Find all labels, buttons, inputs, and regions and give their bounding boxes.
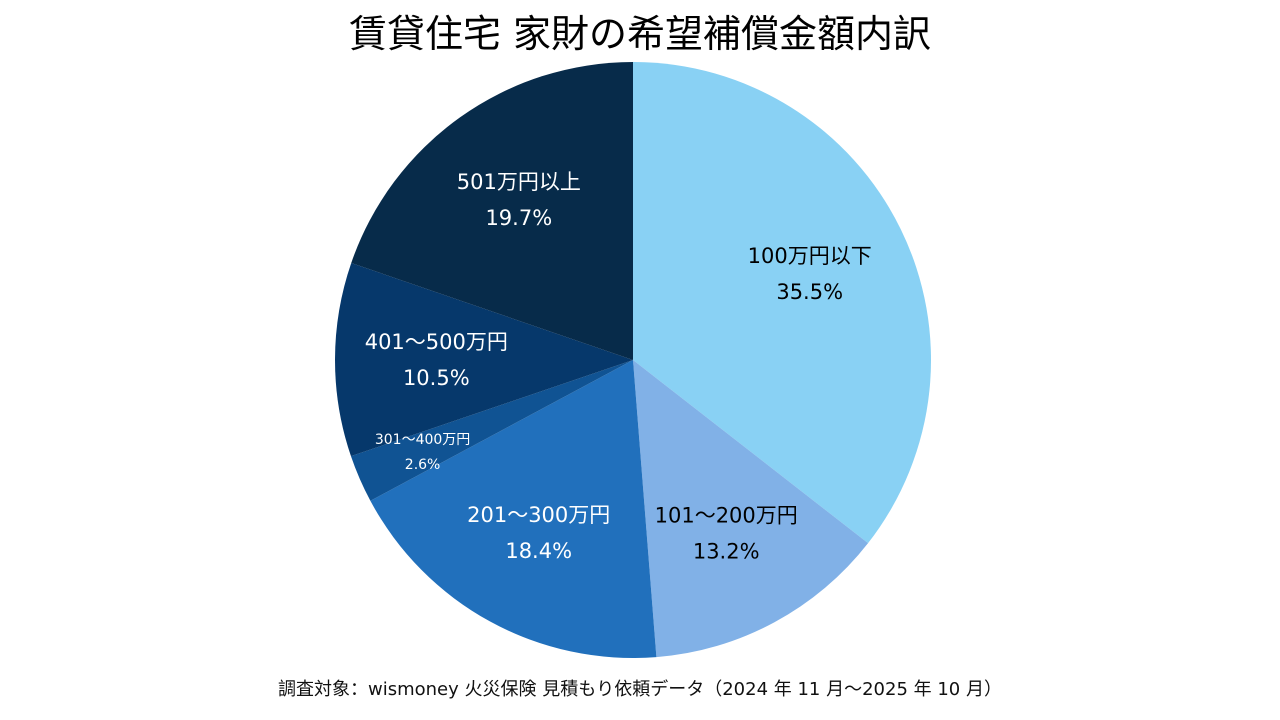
slice-value-label: 13.2% <box>693 540 760 564</box>
pie-slice <box>351 62 633 360</box>
pie-slice <box>633 62 932 544</box>
pie-slices <box>335 62 932 658</box>
slice-value-label: 18.4% <box>505 539 572 563</box>
slice-value-label: 10.5% <box>403 366 470 390</box>
pie-labels: 100万円以下 35.5% 101〜200万円 13.2% 201〜300万円 18.4%… <box>365 170 872 563</box>
slice-value-label: 2.6% <box>405 457 441 473</box>
slice-value-label: 35.5% <box>776 280 843 304</box>
slice-label: 100万円以下 <box>748 244 872 268</box>
source-footnote: 調査対象：wismoney 火災保険 見積もり依頼データ（2024 年 11 月… <box>278 679 1002 700</box>
pie-slice <box>370 360 657 658</box>
slice-label: 501万円以上 <box>457 170 581 194</box>
pie-slice <box>335 262 633 457</box>
pie-slice <box>633 360 869 658</box>
pie-slice <box>350 360 633 501</box>
slice-value-label: 19.7% <box>485 206 552 230</box>
slice-label: 101〜200万円 <box>655 504 798 528</box>
chart-title: 賃貸住宅 家財の希望補償金額内訳 <box>348 12 932 56</box>
slice-label: 401〜500万円 <box>365 330 508 354</box>
slice-label: 301〜400万円 <box>375 432 470 448</box>
slice-label: 201〜300万円 <box>467 503 610 527</box>
